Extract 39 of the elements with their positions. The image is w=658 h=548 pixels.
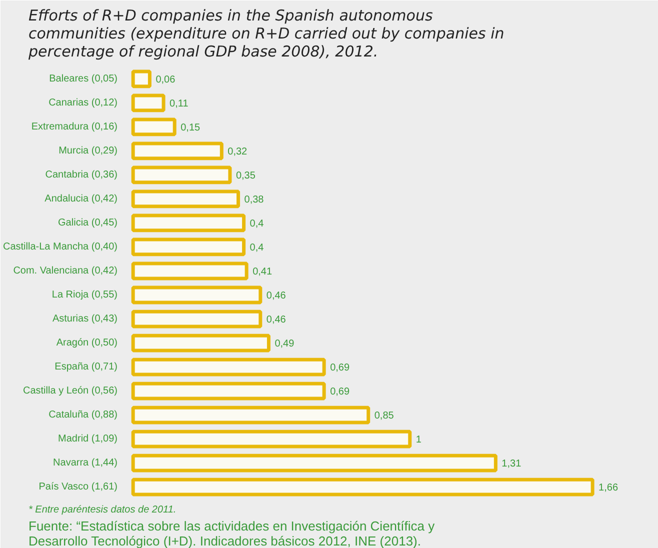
y-tick-label: País Vasco (1,61) [38, 482, 118, 493]
data-label: 1,31 [502, 458, 522, 470]
data-label: 0,46 [266, 290, 286, 302]
y-tick-label: Galicia (0,45) [58, 217, 118, 228]
y-tick-label: Cataluña (0,88) [48, 410, 118, 421]
y-tick-label: Navarra (1,44) [53, 458, 118, 469]
y-tick-label: Castilla y León (0,56) [23, 386, 118, 397]
data-label: 0,85 [374, 410, 394, 422]
chart-title: Efforts of R+D companies in the Spanish autonomous communities (expenditure on R+D carried out by companies in percentage of regional GDP base 2008), 2012. [28, 6, 504, 60]
data-label: 0,35 [236, 170, 256, 182]
data-label: 1,66 [598, 482, 618, 494]
y-tick-label: Extremadura (0,16) [31, 121, 118, 132]
source-note: Fuente: “Estadística sobre las actividades en Investigación Científica y Desarrollo Tecnológico (I+D). Indicadores básicos 2012, INE (2013). [28, 518, 436, 548]
data-label: 0,4 [250, 242, 264, 254]
y-tick-label: Com. Valenciana (0,42) [13, 265, 118, 276]
data-label: 0,32 [228, 146, 248, 158]
data-label: 1 [416, 434, 422, 446]
data-label: 0,46 [266, 314, 286, 326]
data-label: 0,4 [250, 218, 264, 230]
y-tick-label: Baleares (0,05) [49, 73, 118, 84]
data-label: 0,41 [252, 266, 272, 278]
data-label: 0,69 [330, 362, 350, 374]
data-label: 0,69 [330, 386, 350, 398]
y-tick-label: Aragón (0,50) [56, 338, 118, 349]
data-label: 0,15 [180, 122, 201, 134]
data-label: 0,11 [170, 98, 189, 110]
y-tick-label: Madrid (1,09) [58, 434, 118, 445]
data-label: 0,49 [274, 338, 295, 350]
y-tick-label: Cantabria (0,36) [45, 169, 118, 180]
y-tick-label: Andalucia (0,42) [44, 193, 118, 204]
y-tick-label: Castilla-La Mancha (0,40) [3, 241, 118, 252]
text: * Entre paréntesis datos de 2011. [28, 504, 176, 516]
y-tick-label: La Rioja (0,55) [52, 290, 118, 301]
y-tick-label: Asturias (0,43) [52, 314, 118, 325]
data-label: 0,06 [156, 74, 176, 86]
y-tick-label: Murcia (0,29) [58, 145, 118, 156]
y-tick-label: España (0,71) [54, 362, 118, 373]
y-tick-label: Canarias (0,12) [48, 97, 118, 108]
data-label: 0,38 [244, 194, 264, 206]
